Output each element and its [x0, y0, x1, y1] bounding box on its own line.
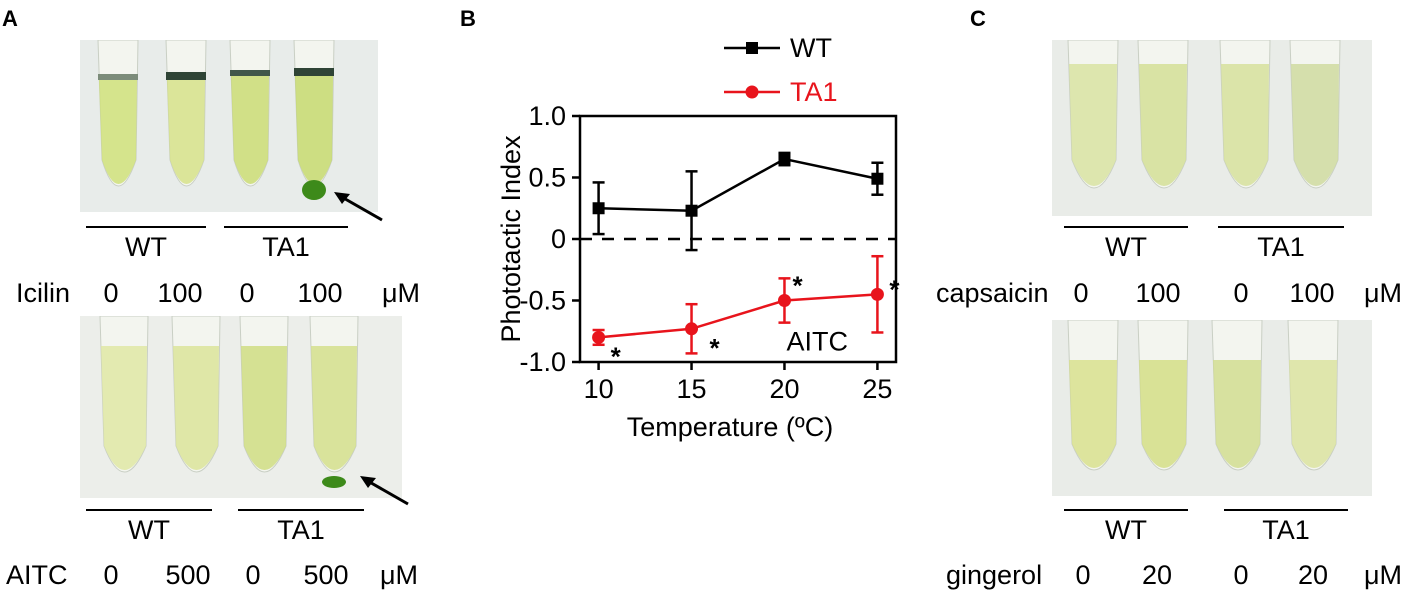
unit-label: μM [1364, 560, 1403, 590]
data-point-ta1 [685, 322, 699, 336]
x-tick-label: 15 [677, 374, 707, 404]
arrow-icon [334, 192, 383, 222]
data-point-ta1 [870, 287, 884, 301]
data-point-wt [778, 153, 791, 166]
y-axis-label: Phototactic Index [496, 135, 526, 343]
significance-star: * [710, 333, 721, 363]
y-tick-label: -0.5 [519, 286, 566, 316]
photo-capsaicin-tubes [1052, 40, 1372, 216]
group-label-wt: WT [1105, 232, 1147, 262]
x-tick-label: 10 [584, 374, 614, 404]
group-line-ta1 [1224, 509, 1348, 511]
dose-label: 0 [245, 560, 261, 590]
group-label-wt: WT [1105, 515, 1147, 545]
dose-label: 0 [1075, 560, 1091, 590]
data-point-ta1 [592, 330, 606, 344]
legend-label-wt: WT [790, 33, 832, 63]
photo-icilin-tubes [80, 40, 378, 212]
group-label-ta1: TA1 [1262, 515, 1310, 545]
photo-aitc-tubes [80, 316, 402, 498]
treatment-label-gingerol: gingerol [946, 560, 1043, 590]
arrow-icon [360, 476, 409, 506]
group-line-ta1 [224, 226, 348, 228]
legend-marker-ta1 [745, 85, 759, 99]
panel-c-letter: C [970, 6, 986, 31]
treatment-label-aitc: AITC [6, 560, 68, 590]
unit-label: μM [1364, 278, 1403, 308]
group-line-wt [86, 509, 212, 511]
group-line-wt [1064, 509, 1188, 511]
x-tick-label: 25 [862, 374, 892, 404]
group-label-ta1: TA1 [1257, 232, 1305, 262]
dose-label: 0 [1233, 278, 1249, 308]
dose-label: 0 [1073, 278, 1089, 308]
phototaxis-chart: 1.0 0.5 0 -0.5 -1.0 10 15 20 25 Temperature (ºC) P… [496, 33, 900, 442]
photo-gingerol-tubes [1052, 320, 1372, 496]
panel-a-letter: A [2, 6, 18, 31]
group-line-ta1 [238, 509, 364, 511]
series-line-ta1 [598, 293, 878, 339]
unit-label: μM [380, 560, 419, 590]
annotation-aitc: AITC [786, 327, 848, 357]
data-point-wt [592, 202, 605, 215]
data-point-ta1 [777, 294, 791, 307]
unit-label: μM [382, 278, 421, 308]
group-line-wt [86, 226, 206, 228]
dose-label: 100 [157, 278, 203, 308]
data-point-wt [685, 204, 698, 217]
panel-b-letter: B [460, 6, 476, 31]
series-line-wt [598, 157, 878, 212]
group-label-wt: WT [128, 515, 170, 545]
dose-label: 100 [1135, 278, 1181, 308]
group-line-ta1 [1218, 226, 1344, 228]
group-label-ta1: TA1 [262, 232, 310, 262]
x-axis-label: Temperature (ºC) [627, 412, 833, 442]
y-tick-label: 0.5 [528, 163, 566, 193]
dose-label: 0 [103, 560, 119, 590]
dose-label: 500 [165, 560, 211, 590]
significance-star: * [611, 341, 622, 371]
dose-label: 20 [1141, 560, 1173, 590]
dose-label: 100 [297, 278, 343, 308]
dose-label: 100 [1289, 278, 1335, 308]
dose-label: 0 [239, 278, 255, 308]
legend-marker-wt [746, 42, 758, 54]
x-tick-label: 20 [769, 374, 799, 404]
y-tick-label: 0 [551, 224, 566, 254]
y-tick-label: 1.0 [528, 101, 566, 131]
group-line-wt [1064, 226, 1188, 228]
dose-label: 0 [1233, 560, 1249, 590]
legend-label-ta1: TA1 [790, 77, 838, 107]
group-label-ta1: TA1 [277, 515, 325, 545]
treatment-label-icilin: Icilin [16, 278, 71, 308]
dose-label: 500 [303, 560, 349, 590]
data-point-wt [871, 172, 884, 185]
significance-star: * [792, 271, 803, 301]
treatment-label-capsaicin: capsaicin [936, 278, 1049, 308]
dose-label: 0 [103, 278, 119, 308]
group-label-wt: WT [125, 232, 167, 262]
significance-star: * [889, 274, 900, 304]
dose-label: 20 [1297, 560, 1329, 590]
y-tick-label: -1.0 [519, 347, 566, 377]
